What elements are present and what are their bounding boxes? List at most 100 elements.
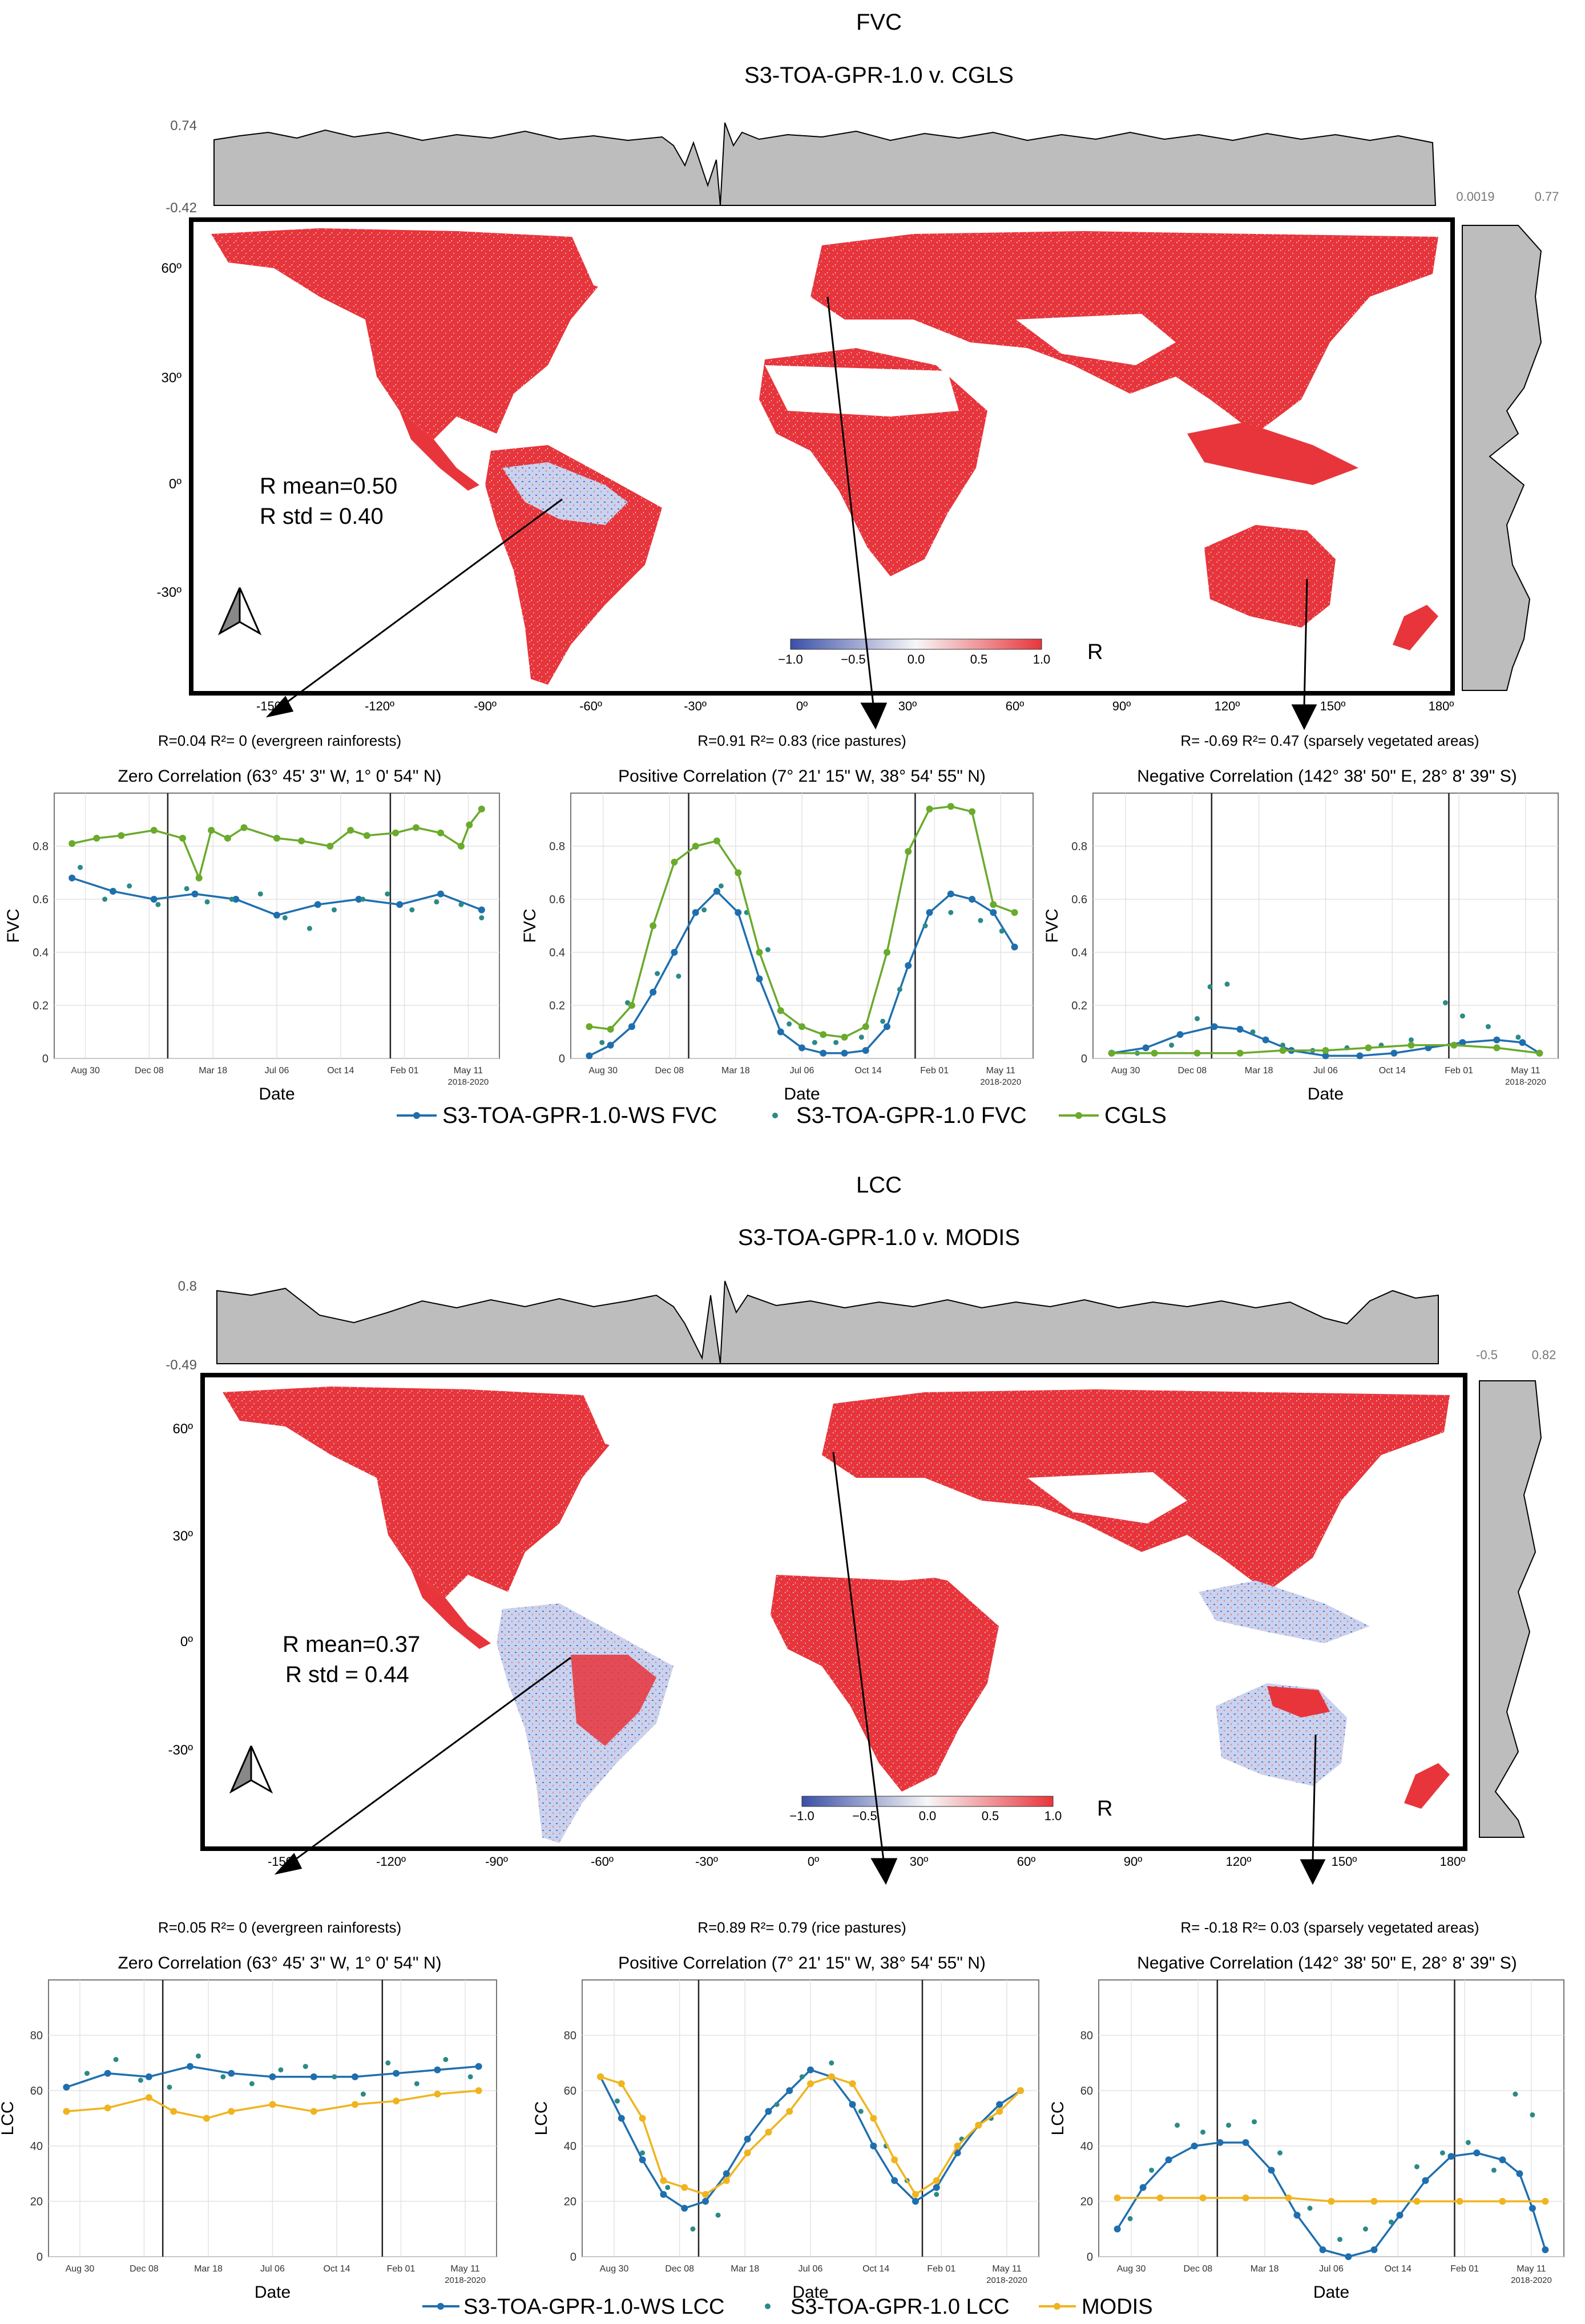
x-tick-label: Jul 06 xyxy=(1319,2264,1344,2274)
scatter-point xyxy=(409,907,415,913)
series-point xyxy=(1493,1044,1501,1052)
series-point xyxy=(884,1023,891,1030)
scatter-point xyxy=(1195,1016,1200,1021)
legend-item-raw: S3-TOA-GPR-1.0 FVC xyxy=(772,1103,1027,1128)
series-point xyxy=(891,2156,898,2164)
x-tick-label: Feb 01 xyxy=(1445,1066,1473,1076)
scatter-point xyxy=(1207,984,1213,989)
y-tick-label: 0 xyxy=(559,1053,565,1065)
scatter-point xyxy=(787,1021,792,1027)
series-point xyxy=(933,2184,940,2191)
series-point xyxy=(1542,2246,1549,2253)
series-point xyxy=(954,2143,961,2149)
scatter-point xyxy=(332,2074,337,2080)
colorbar: −1.0 −0.5 0.0 0.5 1.0 R xyxy=(789,1796,1112,1823)
scatter-point xyxy=(1362,2226,1368,2232)
series-point xyxy=(618,2115,625,2122)
x-range-note: 2018-2020 xyxy=(980,1077,1021,1087)
series-point xyxy=(478,805,485,813)
x-tick-label: Oct 14 xyxy=(855,1066,882,1076)
series-point xyxy=(68,840,76,847)
section-title: S3-TOA-GPR-1.0 v. MODIS xyxy=(738,1225,1020,1250)
legend-label: CGLS xyxy=(1104,1103,1167,1128)
scatter-point xyxy=(1459,1013,1465,1019)
series-point xyxy=(191,890,199,898)
series-point xyxy=(1493,1036,1501,1044)
greenland-void xyxy=(582,1389,696,1455)
legend-label: S3-TOA-GPR-1.0-WS LCC xyxy=(463,2295,724,2319)
colorbar-label: R xyxy=(1097,1797,1112,1821)
series-point xyxy=(1114,2194,1121,2201)
series-point xyxy=(1216,2139,1224,2146)
series-point xyxy=(744,2149,751,2157)
series-point xyxy=(434,2066,441,2074)
section-lcc: LCC S3-TOA-GPR-1.0 v. MODIS 0.8 -0.49 -0… xyxy=(0,1173,1564,2319)
series-point xyxy=(1108,1049,1115,1057)
series-point xyxy=(628,1002,635,1009)
scatter-point xyxy=(1530,2112,1535,2117)
series-point xyxy=(1011,943,1018,951)
series-point xyxy=(1293,2212,1301,2219)
panel-caption: R=0.04 R²= 0 (evergreen rainforests) xyxy=(158,732,401,749)
series-point xyxy=(1459,1039,1466,1046)
lon-label: 180º xyxy=(1429,699,1454,713)
series-point xyxy=(1322,1052,1329,1060)
lon-label: -90º xyxy=(485,1854,508,1869)
scatter-point xyxy=(1485,1024,1491,1029)
lon-label: 30º xyxy=(910,1854,929,1869)
series-point xyxy=(820,1049,827,1057)
scatter-point xyxy=(127,883,132,889)
series-point xyxy=(607,1025,614,1033)
series-point xyxy=(786,2108,793,2115)
x-range-note: 2018-2020 xyxy=(986,2276,1027,2285)
colorbar-tick: −0.5 xyxy=(841,652,865,666)
top-profile-min: -0.42 xyxy=(166,200,197,216)
series-point xyxy=(807,2080,814,2087)
x-tick-label: Aug 30 xyxy=(1111,1066,1140,1076)
series-point xyxy=(437,829,445,836)
series-point xyxy=(990,901,997,908)
brazil-red-shape xyxy=(571,1655,656,1746)
series-point xyxy=(723,2170,730,2177)
series-point xyxy=(1142,1044,1150,1052)
scatter-point xyxy=(1513,2091,1518,2097)
top-profile-max: 0.74 xyxy=(170,118,197,134)
y-tick-label: 40 xyxy=(564,2140,576,2153)
series-point xyxy=(1407,1041,1415,1049)
series-point xyxy=(412,824,420,831)
lon-label: 150º xyxy=(1332,1854,1357,1869)
series-point xyxy=(735,869,742,876)
series-point xyxy=(1279,1047,1286,1054)
x-tick-label: Mar 18 xyxy=(1245,1066,1273,1076)
scatter-point xyxy=(833,1040,839,1045)
x-tick-label: May 11 xyxy=(1517,2264,1546,2274)
series-point xyxy=(597,2073,604,2080)
series-point xyxy=(351,2073,358,2080)
y-tick-label: 0 xyxy=(37,2251,43,2264)
series-point xyxy=(744,2135,751,2143)
map-continents xyxy=(223,1387,1450,1843)
colorbar-tick: 1.0 xyxy=(1044,1809,1062,1823)
x-tick-label: Aug 30 xyxy=(600,2264,629,2274)
series-point xyxy=(926,909,933,916)
series-point xyxy=(990,909,997,916)
lon-label: 60º xyxy=(1017,1854,1036,1869)
series-point xyxy=(228,2108,235,2115)
scatter-point xyxy=(1408,1037,1414,1042)
series-point xyxy=(228,2070,235,2077)
series-point xyxy=(1011,909,1018,916)
y-tick-label: 0.4 xyxy=(33,947,49,959)
x-tick-label: Feb 01 xyxy=(927,2264,955,2274)
y-tick-label: 0 xyxy=(42,1053,49,1065)
series-point xyxy=(713,837,720,844)
scatter-point xyxy=(1250,1029,1256,1034)
series-point xyxy=(628,1023,635,1030)
scatter-point xyxy=(880,1018,886,1024)
colorbar-tick: 1.0 xyxy=(1033,652,1051,666)
y-tick-label: 20 xyxy=(564,2196,576,2208)
series-point xyxy=(310,2108,317,2115)
australia-east-shape xyxy=(1267,1686,1330,1717)
scatter-point xyxy=(360,2091,366,2097)
legend: S3-TOA-GPR-1.0-WS LCC S3-TOA-GPR-1.0 LCC… xyxy=(422,2295,1153,2319)
series-point xyxy=(1516,2170,1523,2177)
